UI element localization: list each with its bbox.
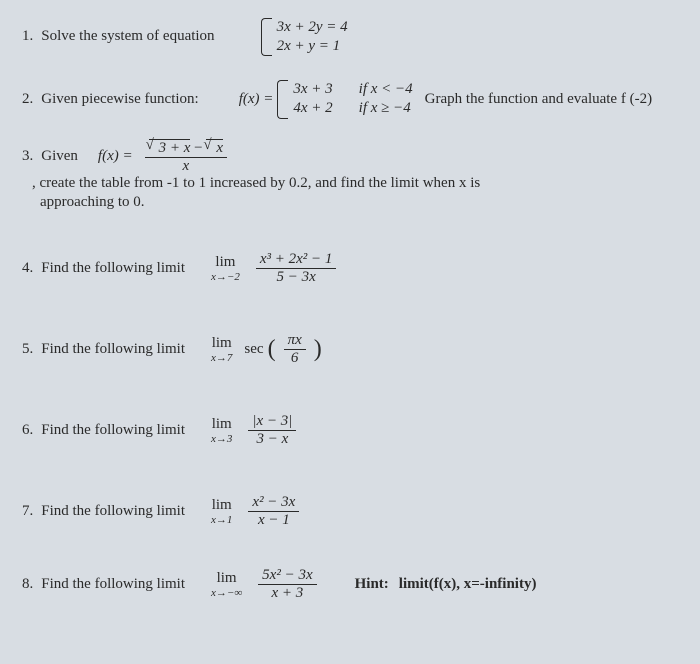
fraction: πx 6 xyxy=(280,332,310,367)
numerator: x³ + 2x² − 1 xyxy=(256,251,337,269)
problem-5: 5. Find the following limit lim x→7 sec … xyxy=(22,332,678,367)
problem-text: Find the following limit xyxy=(41,503,185,520)
piece-2-cond: if x ≥ −4 xyxy=(359,99,413,119)
denominator: x − 1 xyxy=(254,512,294,529)
numerator: x² − 3x xyxy=(248,494,299,512)
problem-number: 8. xyxy=(22,576,33,593)
piece-1-cond: if x < −4 xyxy=(359,80,413,100)
sqrt-1: 3 + x xyxy=(149,139,191,157)
denominator: 3 − x xyxy=(253,431,293,448)
problem-text: Given piecewise function: xyxy=(41,91,198,108)
lim-word: lim xyxy=(212,416,232,433)
problem-text: Find the following limit xyxy=(41,422,185,439)
sqrt-2: x xyxy=(206,139,223,157)
given-label: Given xyxy=(41,148,78,165)
limit-operator: lim x→7 xyxy=(207,335,236,364)
lim-word: lim xyxy=(212,497,232,514)
problem-number: 2. xyxy=(22,91,33,108)
problem-number: 5. xyxy=(22,341,33,358)
problem-number: 3. xyxy=(22,148,33,165)
lim-sub: x→7 xyxy=(211,352,232,364)
lim-sub: x→1 xyxy=(211,514,232,526)
problem-number: 1. xyxy=(22,28,33,45)
problem-text: Find the following limit xyxy=(41,260,185,277)
problem-tail: Graph the function and evaluate f (-2) xyxy=(425,91,652,108)
fx-label: f(x) = xyxy=(98,148,133,165)
right-paren: ) xyxy=(314,336,322,363)
piecewise-brace: 3x + 3 4x + 2 if x < −4 if x ≥ −4 xyxy=(277,80,416,119)
problem-number: 6. xyxy=(22,422,33,439)
numerator: |x − 3| xyxy=(248,413,296,431)
limit-operator: lim x→1 xyxy=(207,497,236,526)
lim-sub: x→−∞ xyxy=(211,587,242,599)
limit-operator: lim x→3 xyxy=(207,416,236,445)
left-paren: ( xyxy=(268,336,276,363)
fraction: 3 + x − x x xyxy=(141,139,231,175)
piece-2-expr: 4x + 2 xyxy=(293,99,332,119)
fraction: x² − 3x x − 1 xyxy=(244,494,303,529)
problem-mid: , create the table from -1 to 1 increase… xyxy=(32,175,480,192)
problem-text: Find the following limit xyxy=(41,576,185,593)
lim-sub: x→3 xyxy=(211,433,232,445)
fraction: 5x² − 3x x + 3 xyxy=(254,567,320,602)
hint-text: limit(f(x), x=-infinity) xyxy=(399,576,537,593)
problem-number: 4. xyxy=(22,260,33,277)
lim-sub: x→−2 xyxy=(211,271,240,283)
lim-word: lim xyxy=(217,570,237,587)
problem-tail: approaching to 0. xyxy=(40,194,145,211)
limit-operator: lim x→−2 xyxy=(207,254,244,283)
denominator: 5 − 3x xyxy=(272,269,319,286)
equation-2: 2x + y = 1 xyxy=(277,37,348,56)
problem-2: 2. Given piecewise function: f(x) = 3x +… xyxy=(22,80,678,119)
problem-4: 4. Find the following limit lim x→−2 x³ … xyxy=(22,251,678,286)
system-brace: 3x + 2y = 4 2x + y = 1 xyxy=(261,18,352,56)
denominator: x xyxy=(178,158,193,175)
hint-label: Hint: xyxy=(355,576,389,593)
problem-6: 6. Find the following limit lim x→3 |x −… xyxy=(22,413,678,448)
fraction: x³ + 2x² − 1 5 − 3x xyxy=(252,251,341,286)
fx-label: f(x) = xyxy=(239,91,274,108)
problem-text: Find the following limit xyxy=(41,341,185,358)
limit-operator: lim x→−∞ xyxy=(207,570,246,599)
fraction: |x − 3| 3 − x xyxy=(244,413,300,448)
equation-1: 3x + 2y = 4 xyxy=(277,18,348,37)
sec-fn: sec xyxy=(244,341,263,358)
lim-word: lim xyxy=(212,335,232,352)
numerator: πx xyxy=(284,332,306,350)
problem-7: 7. Find the following limit lim x→1 x² −… xyxy=(22,494,678,529)
problem-8: 8. Find the following limit lim x→−∞ 5x²… xyxy=(22,567,678,602)
lim-word: lim xyxy=(215,254,235,271)
numerator: 5x² − 3x xyxy=(258,567,316,585)
problem-1: 1. Solve the system of equation 3x + 2y … xyxy=(22,18,678,56)
problem-3: 3. Given f(x) = 3 + x − x x , create the… xyxy=(22,139,678,211)
denominator: 6 xyxy=(287,350,303,367)
denominator: x + 3 xyxy=(268,585,308,602)
problem-number: 7. xyxy=(22,503,33,520)
piece-1-expr: 3x + 3 xyxy=(293,80,332,100)
problem-text: Solve the system of equation xyxy=(41,28,214,45)
